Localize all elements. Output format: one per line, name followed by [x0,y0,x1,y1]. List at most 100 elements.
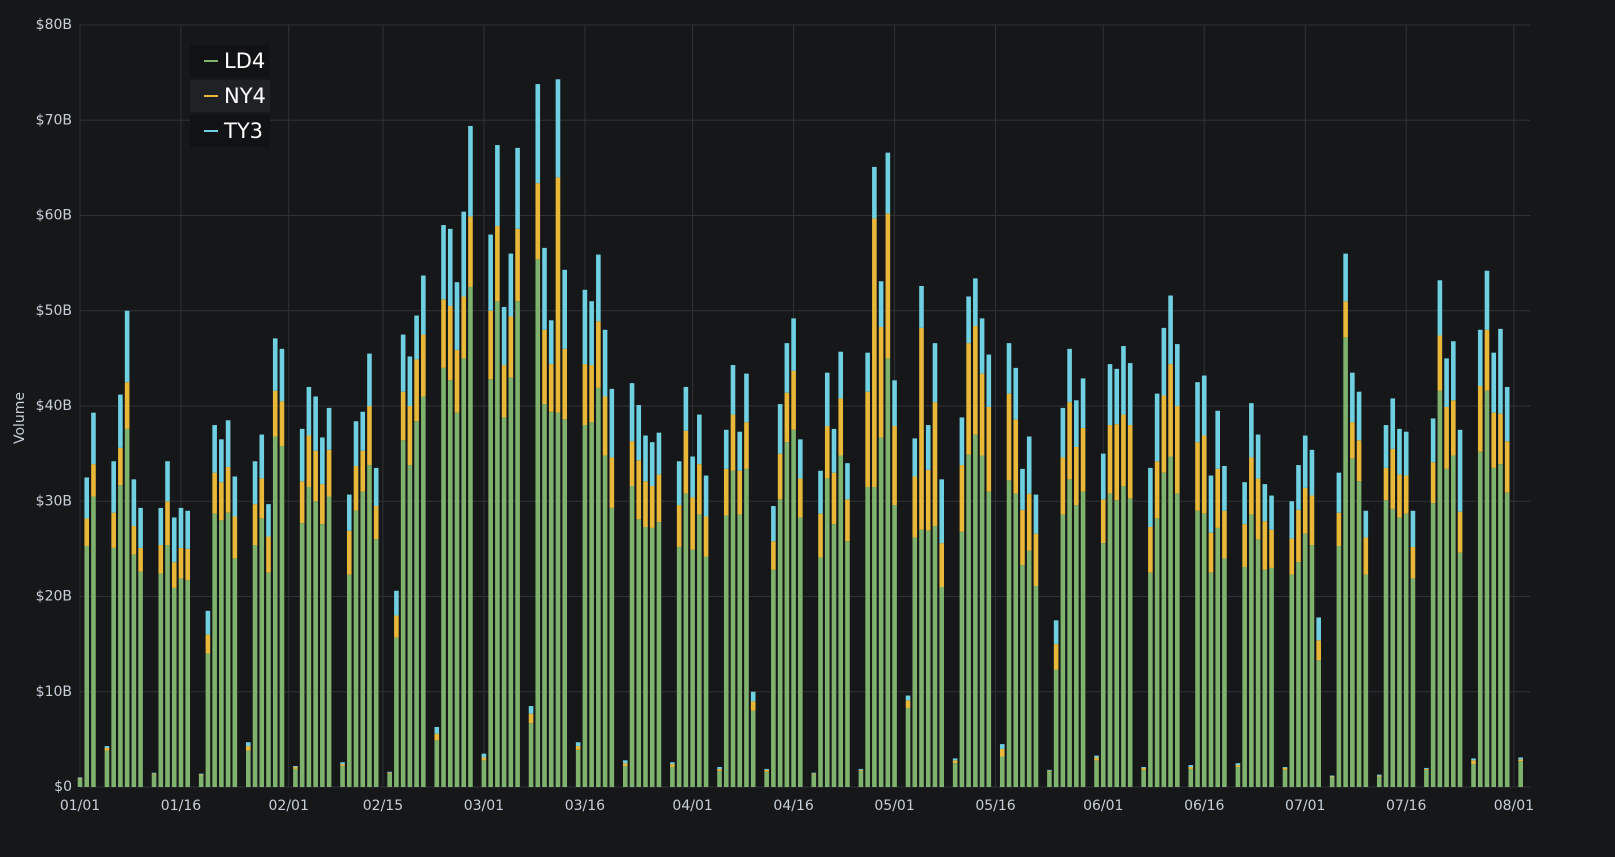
bar-segment [1020,509,1025,566]
bar-segment [1390,508,1396,787]
bar-segment [656,474,662,523]
x-tick-label: 06/01 [1083,798,1123,814]
bar-segment [1383,467,1389,501]
bar-segment [394,590,399,616]
bar-segment [1067,402,1072,480]
bar-segment [912,438,918,477]
bar-segment [1336,512,1342,547]
bar-segment [999,744,1005,749]
bar-segment [777,404,783,454]
bar-segment [1437,335,1443,391]
bar-segment [629,383,635,442]
bar-segment [259,518,265,787]
bar-segment [1289,501,1295,539]
bar-segment [131,554,137,787]
bar-segment [1477,385,1483,452]
bar-segment [831,428,837,473]
bar-segment [124,428,130,787]
bar-segment [225,466,231,513]
bar-segment [1329,776,1335,778]
bar-segment [1006,393,1012,481]
bar-segment [892,505,897,787]
bar-segment [959,417,965,466]
bar-segment [1080,427,1086,492]
bar-segment [1235,765,1241,767]
bar-segment [1504,441,1510,493]
bar-segment [542,404,547,787]
bar-segment [1107,364,1113,426]
bar-segment [690,497,695,550]
bar-segment [1262,484,1268,522]
bar-segment [636,460,642,520]
bar-segment [1504,492,1510,787]
bar-segment [131,479,137,527]
bar-segment [818,470,823,514]
bar-segment [1471,758,1476,761]
bar-segment [602,455,608,787]
bar-segment [1013,419,1019,494]
bar-segment [979,373,985,456]
bar-segment [824,478,830,787]
bar-segment [138,571,143,787]
bar-segment [515,301,520,787]
bar-segment [481,753,487,758]
bar-segment [1430,418,1436,463]
x-tick-label: 04/16 [773,798,813,814]
bar-segment [421,334,426,397]
bar-segment [151,773,157,775]
bar-segment [1161,395,1167,473]
bar-segment [912,537,918,787]
bar-segment [501,417,507,787]
bar-segment [1060,457,1066,515]
bar-segment [1215,527,1221,787]
bar-segment [1201,375,1207,436]
bar-segment [1383,500,1389,787]
bar-segment [454,412,460,787]
bar-segment [1363,537,1369,575]
bar-segment [622,763,628,767]
bar-segment [91,464,96,497]
bar-segment [1114,368,1120,425]
bar-segment [306,435,312,487]
bar-segment [1363,510,1369,538]
bar-segment [798,439,803,479]
bar-segment [1020,565,1025,787]
bar-segment [723,429,729,469]
legend-box [190,115,270,147]
bar-segment [488,234,493,311]
bar-segment [555,412,561,787]
bar-segment [1350,372,1355,423]
bar-segment [676,461,682,506]
bar-segment [1329,775,1335,777]
bar-segment [824,372,830,427]
bar-segment [1343,301,1348,338]
bar-segment [1309,449,1315,496]
bar-segment [515,228,520,302]
bar-segment [1006,480,1012,787]
bar-segment [1060,514,1066,787]
bar-segment [346,530,352,575]
bar-segment [1376,776,1382,787]
bar-segment [622,766,628,787]
bar-segment [508,316,514,378]
bar-segment [1195,382,1200,443]
bar-segment [1100,453,1106,500]
bar-segment [1067,348,1072,403]
bar-segment [1100,543,1106,787]
bar-segment [1242,524,1247,567]
bar-segment [1168,295,1173,365]
bar-segment [542,329,547,405]
bar-segment [353,466,359,511]
bar-segment [744,373,749,423]
bar-segment [858,769,864,771]
bar-segment [515,147,520,229]
bar-segment [1195,510,1200,787]
bar-segment [912,476,918,538]
bar-segment [952,763,958,787]
bar-segment [1403,431,1409,476]
bar-segment [1262,521,1268,570]
bar-segment [1222,510,1227,559]
bar-segment [1491,412,1497,468]
bar-segment [764,769,769,772]
bar-segment [225,512,231,787]
